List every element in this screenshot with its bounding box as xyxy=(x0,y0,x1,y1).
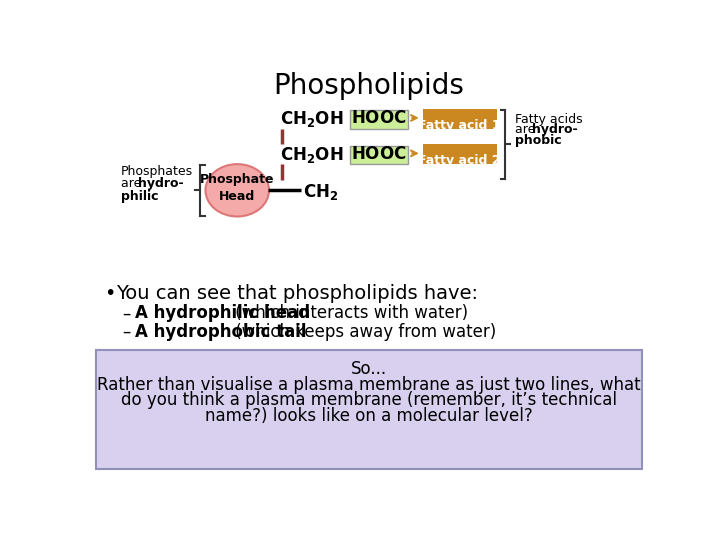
Text: So...: So... xyxy=(351,361,387,379)
Text: Phosphate
Head: Phosphate Head xyxy=(200,173,274,203)
Text: A hydrophobic tail: A hydrophobic tail xyxy=(135,323,307,341)
FancyBboxPatch shape xyxy=(350,146,408,164)
Text: –: – xyxy=(122,304,131,322)
Text: Fatty acid 2: Fatty acid 2 xyxy=(418,154,501,167)
FancyBboxPatch shape xyxy=(423,109,497,129)
Text: •: • xyxy=(104,284,115,303)
Text: Phosphates: Phosphates xyxy=(121,165,193,178)
Text: are: are xyxy=(515,123,539,136)
Text: You can see that phospholipids have:: You can see that phospholipids have: xyxy=(117,284,478,303)
Text: Phospholipids: Phospholipids xyxy=(274,72,464,100)
Text: (which keeps away from water): (which keeps away from water) xyxy=(230,323,496,341)
Ellipse shape xyxy=(205,164,269,217)
Text: do you think a plasma membrane (remember, it’s technical: do you think a plasma membrane (remember… xyxy=(121,392,617,409)
Text: philic: philic xyxy=(121,190,158,202)
Text: (which interacts with water): (which interacts with water) xyxy=(230,304,468,322)
Text: name?) looks like on a molecular level?: name?) looks like on a molecular level? xyxy=(205,407,533,424)
FancyBboxPatch shape xyxy=(423,144,497,164)
FancyBboxPatch shape xyxy=(350,110,408,129)
Text: hydro-: hydro- xyxy=(138,177,184,190)
Text: phobic: phobic xyxy=(515,134,562,147)
Text: Rather than visualise a plasma membrane as just two lines, what: Rather than visualise a plasma membrane … xyxy=(97,376,641,394)
Text: hydro-: hydro- xyxy=(532,123,577,136)
Text: A hydrophilic head: A hydrophilic head xyxy=(135,304,310,322)
Text: $\mathbf{CH_2OH}$: $\mathbf{CH_2OH}$ xyxy=(280,110,343,130)
FancyBboxPatch shape xyxy=(96,350,642,469)
Text: $\mathbf{CH_2}$: $\mathbf{CH_2}$ xyxy=(303,182,338,202)
Text: $\mathbf{CH_2OH}$: $\mathbf{CH_2OH}$ xyxy=(280,145,343,165)
Text: –: – xyxy=(122,323,131,341)
Text: Fatty acid 1: Fatty acid 1 xyxy=(418,119,501,132)
Text: $\mathbf{HOOC}$: $\mathbf{HOOC}$ xyxy=(351,145,407,163)
Text: $\mathbf{HOOC}$: $\mathbf{HOOC}$ xyxy=(351,110,407,127)
Text: are: are xyxy=(121,177,145,190)
Text: Fatty acids: Fatty acids xyxy=(515,112,582,125)
